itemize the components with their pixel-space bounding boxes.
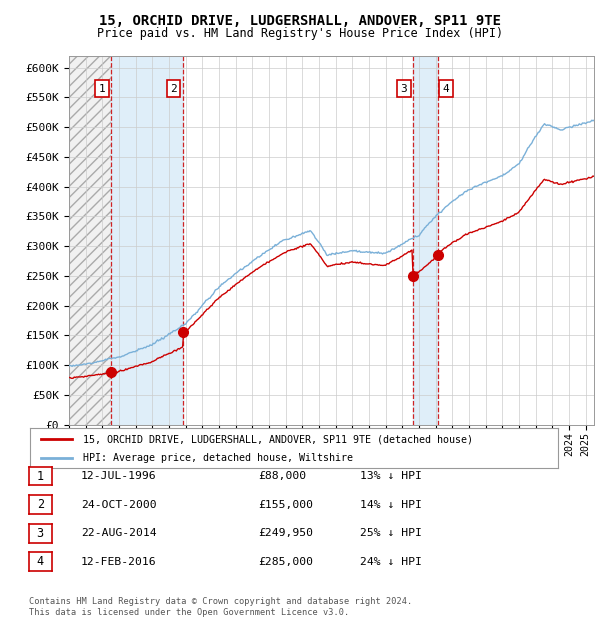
Text: £285,000: £285,000	[258, 557, 313, 567]
Text: 12-FEB-2016: 12-FEB-2016	[81, 557, 157, 567]
Text: 15, ORCHID DRIVE, LUDGERSHALL, ANDOVER, SP11 9TE: 15, ORCHID DRIVE, LUDGERSHALL, ANDOVER, …	[99, 14, 501, 28]
Text: 24-OCT-2000: 24-OCT-2000	[81, 500, 157, 510]
Text: 2: 2	[170, 84, 177, 94]
Bar	[69, 56, 112, 425]
Text: 15, ORCHID DRIVE, LUDGERSHALL, ANDOVER, SP11 9TE (detached house): 15, ORCHID DRIVE, LUDGERSHALL, ANDOVER, …	[83, 434, 473, 444]
Bar	[69, 56, 112, 425]
Text: £155,000: £155,000	[258, 500, 313, 510]
Text: HPI: Average price, detached house, Wiltshire: HPI: Average price, detached house, Wilt…	[83, 453, 353, 463]
Text: 13% ↓ HPI: 13% ↓ HPI	[360, 471, 422, 481]
Text: 24% ↓ HPI: 24% ↓ HPI	[360, 557, 422, 567]
Text: 14% ↓ HPI: 14% ↓ HPI	[360, 500, 422, 510]
Text: £88,000: £88,000	[258, 471, 306, 481]
Text: 22-AUG-2014: 22-AUG-2014	[81, 528, 157, 538]
Bar	[112, 56, 182, 425]
Text: 1: 1	[99, 84, 106, 94]
Text: 2: 2	[37, 498, 44, 511]
Text: 3: 3	[400, 84, 407, 94]
Text: 3: 3	[37, 527, 44, 539]
Text: Price paid vs. HM Land Registry's House Price Index (HPI): Price paid vs. HM Land Registry's House …	[97, 27, 503, 40]
Text: 4: 4	[443, 84, 449, 94]
Text: Contains HM Land Registry data © Crown copyright and database right 2024.
This d: Contains HM Land Registry data © Crown c…	[29, 598, 412, 617]
Text: 25% ↓ HPI: 25% ↓ HPI	[360, 528, 422, 538]
Bar	[413, 56, 437, 425]
Text: 1: 1	[37, 470, 44, 482]
Text: 4: 4	[37, 556, 44, 568]
Text: 12-JUL-1996: 12-JUL-1996	[81, 471, 157, 481]
Text: £249,950: £249,950	[258, 528, 313, 538]
